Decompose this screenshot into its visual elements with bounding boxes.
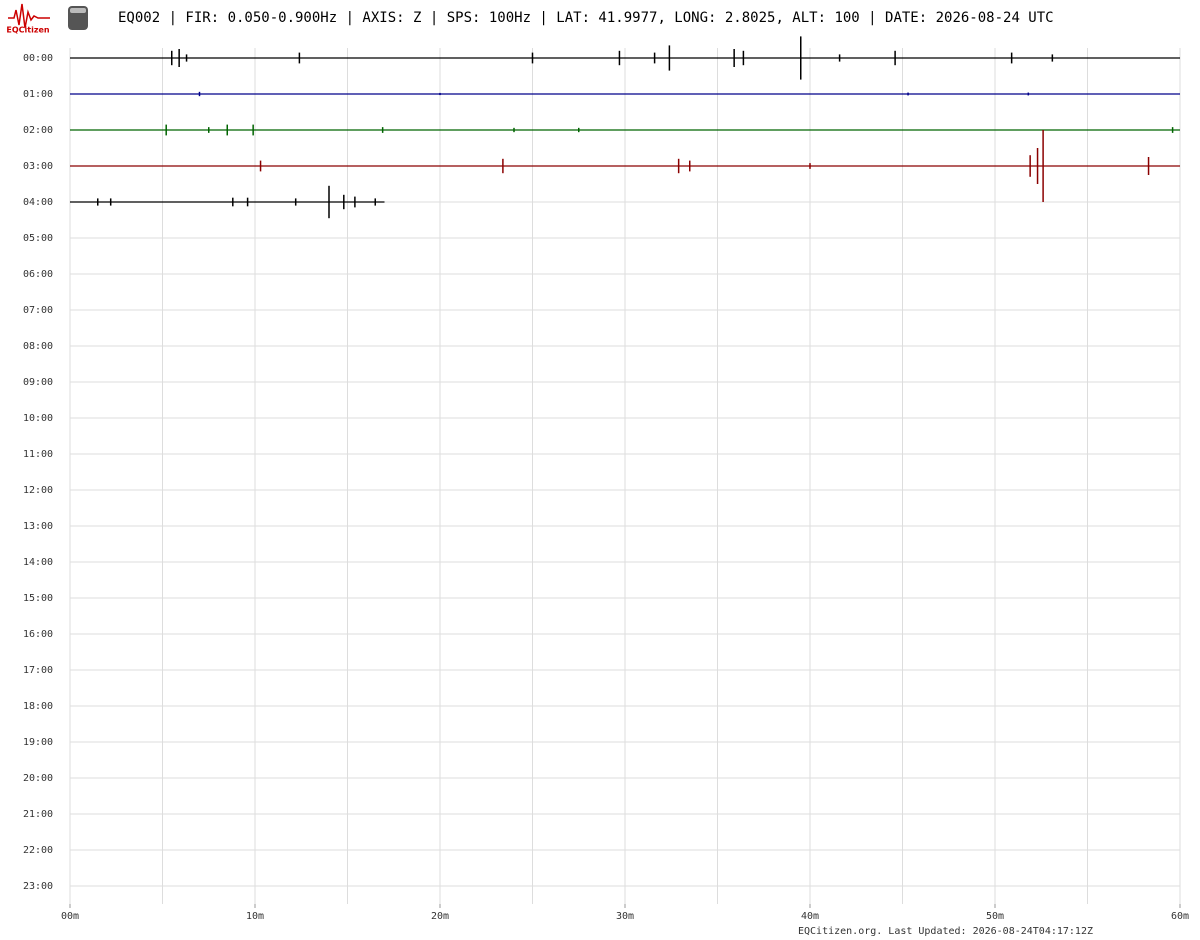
row-label: 08:00 xyxy=(23,341,53,352)
logo-text: EQCitizen xyxy=(6,26,50,35)
row-label: 07:00 xyxy=(23,305,53,316)
row-label: 13:00 xyxy=(23,521,53,532)
x-tick-label: 10m xyxy=(246,911,264,922)
row-label: 01:00 xyxy=(23,89,53,100)
row-label: 16:00 xyxy=(23,629,53,640)
row-label: 12:00 xyxy=(23,485,53,496)
x-tick-label: 40m xyxy=(801,911,819,922)
row-label: 05:00 xyxy=(23,233,53,244)
row-label: 19:00 xyxy=(23,737,53,748)
row-label: 21:00 xyxy=(23,809,53,820)
row-label: 14:00 xyxy=(23,557,53,568)
row-label: 03:00 xyxy=(23,161,53,172)
row-label: 22:00 xyxy=(23,845,53,856)
row-label: 17:00 xyxy=(23,665,53,676)
row-label: 18:00 xyxy=(23,701,53,712)
footer: EQCitizen.org. Last Updated: 2026-08-24T… xyxy=(798,926,1093,937)
row-label: 09:00 xyxy=(23,377,53,388)
chart-title: EQ002 | FIR: 0.050-0.900Hz | AXIS: Z | S… xyxy=(118,10,1054,26)
x-tick-label: 60m xyxy=(1171,911,1189,922)
row-label: 20:00 xyxy=(23,773,53,784)
row-label: 06:00 xyxy=(23,269,53,280)
row-label: 02:00 xyxy=(23,125,53,136)
row-label: 10:00 xyxy=(23,413,53,424)
row-label: 00:00 xyxy=(23,53,53,64)
row-label: 04:00 xyxy=(23,197,53,208)
x-tick-label: 50m xyxy=(986,911,1004,922)
row-label: 15:00 xyxy=(23,593,53,604)
x-tick-label: 30m xyxy=(616,911,634,922)
logo: EQCitizen xyxy=(6,3,88,35)
x-tick-label: 00m xyxy=(61,911,79,922)
row-label: 11:00 xyxy=(23,449,53,460)
row-label: 23:00 xyxy=(23,881,53,892)
x-tick-label: 20m xyxy=(431,911,449,922)
